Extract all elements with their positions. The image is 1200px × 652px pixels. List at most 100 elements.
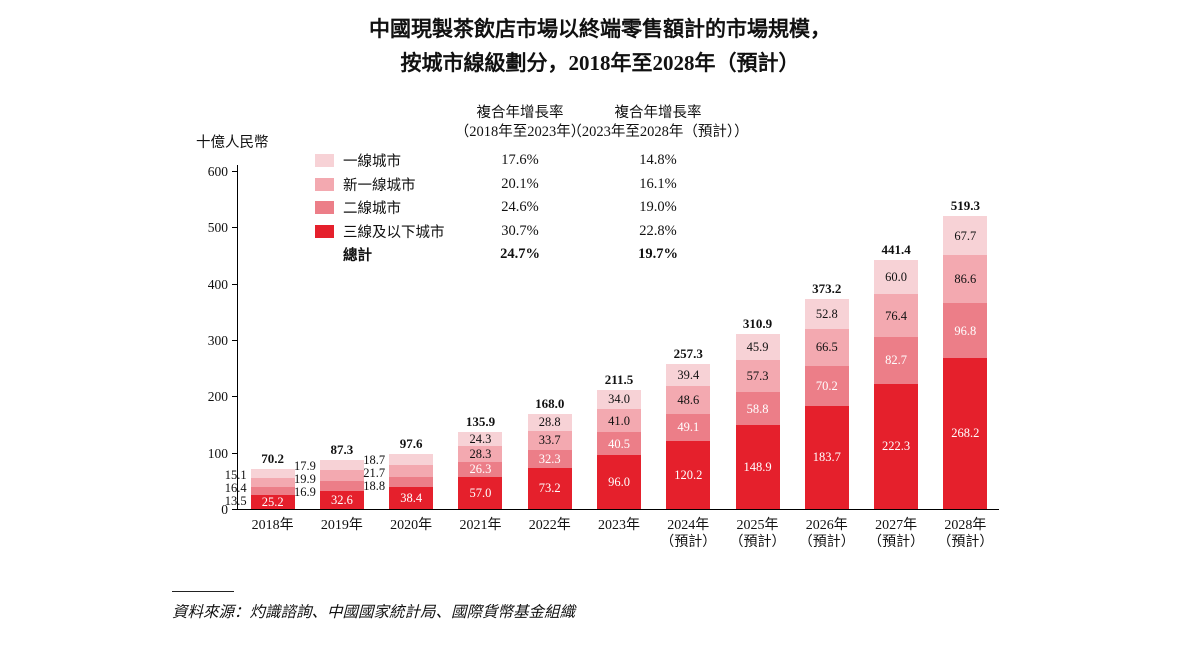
bar-segment bbox=[804, 298, 849, 329]
legend-swatch-new-tier1-icon bbox=[315, 177, 334, 191]
cagr-header-1-line2: （2018年至2023年） bbox=[454, 124, 586, 140]
x-axis-tick-label: 2022年 bbox=[528, 518, 571, 533]
bar-segment-label: 15.1 bbox=[224, 467, 247, 482]
y-axis-tick bbox=[232, 171, 238, 172]
bar-segment bbox=[874, 337, 919, 384]
cagr-header-1-line1: 複合年增長率 bbox=[476, 105, 564, 121]
bar-segment-label: 21.7 bbox=[363, 466, 386, 481]
cagr-header-2018-2023: 複合年增長率 （2018年至2023年） bbox=[425, 104, 615, 142]
bar-segment-label: 96.0 bbox=[608, 474, 630, 489]
legend-label-total: 總計 bbox=[343, 248, 372, 265]
bar-segment-label: 148.9 bbox=[743, 460, 772, 475]
bar-segment-label: 40.5 bbox=[608, 436, 630, 451]
footnote-rule bbox=[172, 591, 234, 592]
x-axis-tick-label: 2020年 bbox=[390, 518, 433, 533]
bar-segment bbox=[597, 432, 641, 455]
bar-segment-label: 268.2 bbox=[951, 426, 980, 441]
bar-segment bbox=[943, 303, 988, 358]
bar-segment bbox=[666, 386, 711, 414]
bar-segment-label: 57.3 bbox=[746, 368, 769, 383]
bar-segment bbox=[250, 494, 295, 509]
bar-segment-label: 48.6 bbox=[677, 392, 700, 407]
bar-segment-label: 86.6 bbox=[954, 272, 977, 286]
bar-segment-label: 73.2 bbox=[538, 481, 561, 496]
bar-segment bbox=[250, 469, 295, 478]
y-axis-tick bbox=[232, 452, 238, 454]
bar-segment-label: 52.8 bbox=[815, 306, 838, 321]
y-axis-tick-label: 600 bbox=[207, 164, 228, 179]
legend-item-tier1-cities: 一線城市 17.6% 14.8% bbox=[315, 149, 785, 173]
bar-segment bbox=[874, 383, 919, 509]
x-axis-tick-label: 2028年 （預計） bbox=[923, 517, 1008, 551]
bar-segment bbox=[735, 333, 780, 360]
bar-segment-label: 45.9 bbox=[746, 339, 769, 354]
x-axis-tick-label: 2023年 bbox=[597, 518, 640, 533]
legend-label-tier3: 三線及以下城市 bbox=[343, 224, 445, 241]
bar-total-label: 97.6 bbox=[399, 436, 423, 452]
bar-total-label: 373.2 bbox=[812, 280, 842, 296]
bar-segment bbox=[943, 216, 988, 255]
legend-swatch-tier1-icon bbox=[315, 154, 334, 168]
bar-segment-label: 58.8 bbox=[746, 401, 769, 416]
bar-segment bbox=[666, 413, 711, 442]
cagr-header-2-line1: 複合年增長率 bbox=[614, 105, 702, 121]
bar-segment bbox=[943, 357, 988, 509]
x-axis-forecast-suffix: （預計） bbox=[937, 535, 994, 550]
bar-segment bbox=[319, 481, 364, 491]
bar-segment bbox=[389, 464, 434, 477]
legend-label-new-tier1: 新一線城市 bbox=[343, 177, 416, 194]
bar-segment bbox=[458, 446, 503, 463]
y-axis-tick-label: 0 bbox=[221, 502, 228, 517]
y-axis-tick-label: 300 bbox=[207, 333, 228, 348]
bar-segment-label: 57.0 bbox=[469, 485, 492, 500]
bar-segment bbox=[666, 364, 711, 387]
bar-total-label: 310.9 bbox=[742, 315, 773, 331]
bar-segment-label: 222.3 bbox=[882, 439, 911, 454]
bar-total-label: 257.3 bbox=[673, 346, 703, 362]
bar-total-label: 70.2 bbox=[261, 451, 284, 467]
bar-segment bbox=[597, 409, 641, 433]
bar-segment bbox=[874, 294, 919, 338]
bar-segment-label: 60.0 bbox=[885, 270, 908, 285]
legend-label-tier2: 二線城市 bbox=[343, 201, 401, 218]
cagr-tier3-2023-2028: 22.8% bbox=[639, 222, 677, 239]
bar-segment-label: 34.0 bbox=[608, 392, 630, 407]
x-axis-tick-label: 2025年 （預計） bbox=[715, 517, 800, 551]
bar-segment bbox=[666, 441, 711, 509]
bar-segment bbox=[389, 476, 434, 488]
bar-segment bbox=[319, 490, 364, 509]
bar-segment-label: 32.3 bbox=[538, 451, 561, 466]
x-axis-tick-label: 2027年 （預計） bbox=[853, 517, 938, 551]
bar-segment-label: 19.9 bbox=[294, 471, 316, 486]
cagr-tier2-2023-2028: 19.0% bbox=[639, 199, 677, 216]
bar-segment-label: 39.4 bbox=[677, 368, 700, 383]
bar-segment-label: 16.9 bbox=[294, 484, 316, 499]
x-axis-forecast-suffix: （預計） bbox=[868, 535, 925, 550]
bar-segment-label: 70.2 bbox=[815, 378, 838, 393]
bar-segment-label: 17.9 bbox=[294, 458, 316, 473]
bar-segment-label: 38.4 bbox=[400, 491, 423, 506]
bar-segment bbox=[804, 405, 849, 509]
legend-item-new-tier1-cities: 新一線城市 20.1% 16.1% bbox=[315, 173, 785, 197]
cagr-total-2023-2028: 19.7% bbox=[638, 246, 678, 263]
y-axis-tick bbox=[232, 283, 238, 285]
bar-segment bbox=[735, 359, 780, 392]
bar-segment-label: 67.7 bbox=[954, 228, 977, 243]
cagr-new-tier1-2018-2023: 20.1% bbox=[501, 175, 539, 192]
bar-segment bbox=[389, 454, 434, 465]
bar-segment bbox=[735, 425, 780, 509]
y-axis-title: 十億人民幣 bbox=[196, 135, 269, 151]
cagr-tier1-2023-2028: 14.8% bbox=[639, 152, 677, 169]
bar-segment-label: 26.3 bbox=[469, 462, 492, 477]
legend-swatch-tier2-icon bbox=[315, 201, 334, 215]
bar-total-label: 87.3 bbox=[330, 441, 354, 457]
legend-swatch-tier3-icon bbox=[315, 224, 334, 238]
bar-segment-label: 25.2 bbox=[261, 494, 284, 509]
bar-segment-label: 18.7 bbox=[363, 453, 386, 468]
bar-segment bbox=[250, 477, 295, 488]
cagr-new-tier1-2023-2028: 16.1% bbox=[639, 175, 677, 192]
chart-title-line2: 按城市線級劃分，2018年至2028年（預計） bbox=[400, 51, 800, 75]
legend-item-tier3-and-below-cities: 三線及以下城市 30.7% 22.8% bbox=[315, 220, 785, 244]
bar-segment bbox=[319, 469, 364, 482]
